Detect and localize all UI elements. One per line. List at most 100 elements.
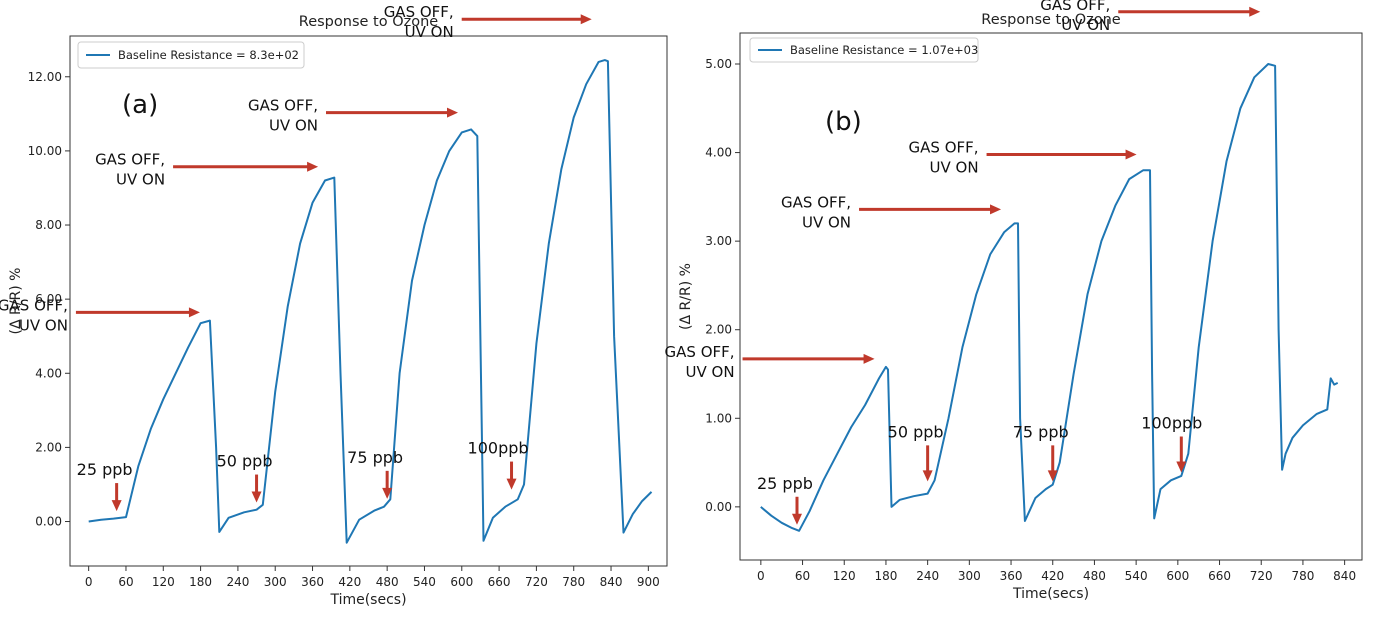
concentration-annotation: 25 ppb [77, 460, 133, 512]
concentration-annotation: 100ppb [468, 439, 529, 490]
x-tick-label: 720 [525, 575, 548, 589]
legend: Baseline Resistance = 1.07e+03 [749, 37, 979, 63]
arrow-head [1047, 470, 1058, 482]
concentration-label: 25 ppb [757, 474, 813, 493]
chart-title: Response to Ozone [299, 14, 439, 30]
arrow-head [791, 513, 802, 525]
x-tick-label: 60 [795, 569, 810, 583]
concentration-annotation: 75 ppb [1013, 422, 1069, 482]
x-tick-label: 300 [958, 569, 981, 583]
concentration-label: 100ppb [1141, 414, 1202, 433]
chart-title: Response to Ozone [981, 12, 1121, 28]
annotation-text: GAS OFF, [0, 296, 68, 314]
arrow-head [307, 161, 319, 172]
y-tick-label: 10.00 [28, 144, 62, 158]
annotation-text: UV ON [1061, 16, 1110, 34]
concentration-annotation: 100ppb [1141, 414, 1202, 473]
x-tick-label: 600 [1166, 569, 1189, 583]
annotation-text: UV ON [405, 23, 454, 41]
x-tick-label: 60 [118, 575, 133, 589]
gas-off-annotation: GAS OFF, UV ON [384, 3, 592, 41]
arrow-head [1125, 149, 1137, 160]
x-tick-label: 660 [488, 575, 511, 589]
series-line [760, 63, 1339, 532]
annotation-text: UV ON [930, 159, 979, 177]
panel-label: (b) [825, 107, 862, 137]
x-tick-label: 180 [874, 569, 897, 583]
x-axis-label: Time(secs) [1012, 586, 1089, 602]
x-tick-label: 360 [1000, 569, 1023, 583]
x-tick-label: 780 [562, 575, 585, 589]
y-tick-label: 2.00 [705, 323, 732, 337]
x-axis-label: Time(secs) [329, 592, 406, 608]
x-tick-label: 300 [264, 575, 287, 589]
annotation-text: GAS OFF, [248, 97, 318, 115]
y-tick-label: 1.00 [705, 411, 732, 425]
annotation-text: UV ON [19, 316, 68, 334]
concentration-label: 100ppb [468, 439, 529, 458]
gas-off-annotation: GAS OFF, UV ON [1040, 0, 1261, 34]
y-tick-label: 2.00 [35, 440, 62, 454]
concentration-label: 75 ppb [347, 448, 403, 467]
concentration-label: 75 ppb [1013, 422, 1069, 441]
y-tick-label: 0.00 [705, 500, 732, 514]
y-tick-label: 5.00 [705, 57, 732, 71]
concentration-annotation: 25 ppb [757, 474, 813, 525]
annotation-text: GAS OFF, [95, 151, 165, 169]
chart-panel-a: Response to Ozone 0 60 120 180 240 300 360 420 48… [0, 3, 668, 608]
x-tick-label: 420 [1041, 569, 1064, 583]
x-tick-label: 840 [600, 575, 623, 589]
y-axis-label: (Δ R/R) % [8, 268, 24, 335]
arrow-head [506, 478, 517, 490]
arrow-head [1176, 461, 1187, 473]
x-tick-label: 0 [757, 569, 765, 583]
legend-frame [749, 37, 979, 63]
annotation-text: UV ON [802, 213, 851, 231]
arrow-head [111, 500, 122, 512]
annotation-text: GAS OFF, [909, 139, 979, 157]
annotation-text: UV ON [116, 171, 165, 189]
x-tick-label: 180 [189, 575, 212, 589]
arrow-head [188, 307, 200, 318]
gas-off-annotation: GAS OFF, UV ON [665, 343, 875, 381]
y-tick-label: 12.00 [28, 70, 62, 84]
plot-frame [739, 32, 1363, 561]
gas-off-annotation: GAS OFF, UV ON [781, 193, 1002, 231]
gas-off-annotation: GAS OFF, UV ON [95, 151, 319, 189]
annotation-text: UV ON [269, 117, 318, 135]
gas-off-annotation: GAS OFF, UV ON [0, 296, 200, 334]
concentration-label: 50 ppb [888, 422, 944, 441]
concentration-label: 25 ppb [77, 460, 133, 479]
annotation-text: GAS OFF, [1040, 0, 1110, 14]
panel-label: (a) [122, 90, 158, 120]
x-tick-label: 660 [1208, 569, 1231, 583]
x-tick-label: 240 [916, 569, 939, 583]
x-tick-label: 120 [833, 569, 856, 583]
arrow-head [251, 491, 262, 503]
arrow-head [863, 353, 875, 364]
y-tick-label: 6.00 [35, 292, 62, 306]
arrow-head [922, 470, 933, 482]
x-tick-label: 720 [1250, 569, 1273, 583]
concentration-label: 50 ppb [217, 452, 273, 471]
x-tick-label: 600 [450, 575, 473, 589]
concentration-annotation: 50 ppb [888, 422, 944, 482]
series-line [88, 59, 653, 544]
gas-off-annotation: GAS OFF, UV ON [248, 97, 458, 135]
arrow-head [580, 14, 592, 25]
x-tick-label: 120 [152, 575, 175, 589]
x-tick-label: 420 [338, 575, 361, 589]
annotation-text: UV ON [686, 363, 735, 381]
legend-entry: Baseline Resistance = 8.3e+02 [118, 48, 299, 62]
legend-frame [77, 41, 305, 69]
arrow-head [990, 204, 1002, 215]
x-tick-label: 0 [85, 575, 93, 589]
x-tick-label: 900 [637, 575, 660, 589]
gas-off-annotation: GAS OFF, UV ON [909, 139, 1137, 177]
legend-entry: Baseline Resistance = 1.07e+03 [790, 43, 978, 57]
chart-panel-b: Response to Ozone 0 60 120 180 240 300 360 420 48… [665, 0, 1363, 602]
x-tick-label: 840 [1333, 569, 1356, 583]
x-tick-label: 780 [1291, 569, 1314, 583]
legend: Baseline Resistance = 8.3e+02 [77, 41, 305, 69]
